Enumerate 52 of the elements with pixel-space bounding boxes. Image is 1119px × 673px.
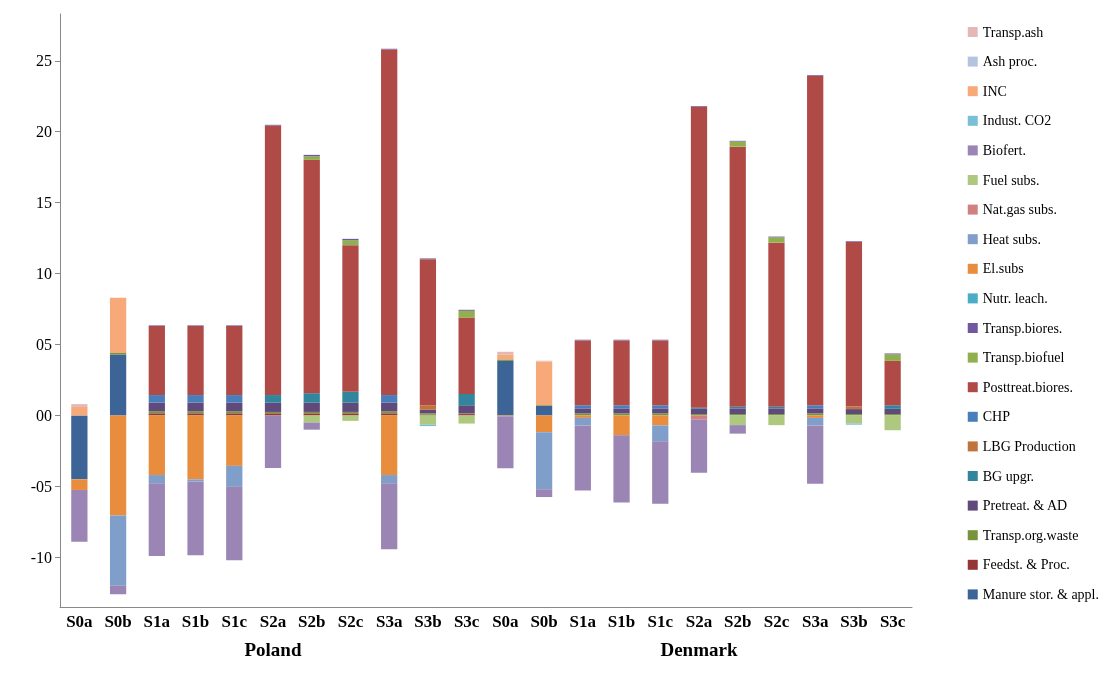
x-tick-label: S1c [647, 612, 674, 631]
x-tick-label: S2a [259, 612, 287, 631]
x-tick-label: S0b [530, 612, 558, 631]
x-tick-label: S1b [607, 612, 636, 631]
x-tick-label: S1a [569, 612, 597, 631]
y-tick-label: -10 [30, 548, 52, 566]
x-tick-label: S3a [375, 612, 403, 631]
x-tick-label: S2b [298, 612, 326, 631]
legend-label: Transp.biofuel [982, 350, 1065, 366]
legend-label: Transp.org.waste [982, 527, 1079, 543]
legend-label: Biofert. [982, 142, 1026, 158]
legend-label: Heat subs. [982, 231, 1042, 247]
x-tick-label: S3b [414, 612, 442, 631]
legend-label: Transp.ash [982, 24, 1044, 40]
x-tick-label: S3c [879, 612, 906, 631]
x-tick-label: S1a [143, 612, 171, 631]
text: Poland [244, 638, 302, 660]
x-tick-label: S2c [337, 612, 364, 631]
legend-label: Fuel subs. [982, 172, 1040, 188]
x-tick-label: S0a [492, 612, 520, 631]
legend-label: Manure stor. & appl. [982, 586, 1100, 602]
legend-label: Indust. CO2 [982, 113, 1052, 129]
text: Denmark [660, 638, 738, 660]
x-tick-label: S3b [840, 612, 868, 631]
x-tick-label: S0a [66, 612, 94, 631]
x-tick-label: S2c [763, 612, 790, 631]
legend-label: Ash proc. [982, 54, 1038, 70]
y-tick-label: 25 [36, 52, 52, 70]
y-tick-label: -05 [30, 477, 52, 495]
y-tick-label: 05 [36, 336, 52, 354]
legend-label: Nutr. leach. [982, 290, 1048, 306]
legend-label: CHP [982, 409, 1011, 425]
legend-label: LBG Production [982, 438, 1076, 454]
x-tick-label: S1c [221, 612, 248, 631]
legend-label: Posttreat.biores. [982, 379, 1073, 395]
legend-label: El.subs [982, 261, 1024, 277]
legend-label: Nat.gas subs. [982, 202, 1058, 218]
y-tick-label: 15 [36, 194, 52, 212]
x-tick-label: S1b [181, 612, 210, 631]
y-tick-label: 10 [36, 265, 52, 283]
legend-label: BG upgr. [982, 468, 1035, 484]
y-tick-label: 00 [36, 406, 52, 424]
legend-label: Pretreat. & AD [982, 498, 1068, 514]
legend-label: INC [982, 83, 1007, 99]
x-tick-label: S3c [453, 612, 480, 631]
x-tick-label: S2b [724, 612, 752, 631]
legend-label: Transp.biores. [982, 320, 1063, 336]
x-tick-label: S0b [104, 612, 132, 631]
x-tick-label: S3a [801, 612, 829, 631]
legend-label: Feedst. & Proc. [982, 557, 1070, 573]
y-tick-label: 20 [36, 123, 52, 141]
x-tick-label: S2a [685, 612, 713, 631]
